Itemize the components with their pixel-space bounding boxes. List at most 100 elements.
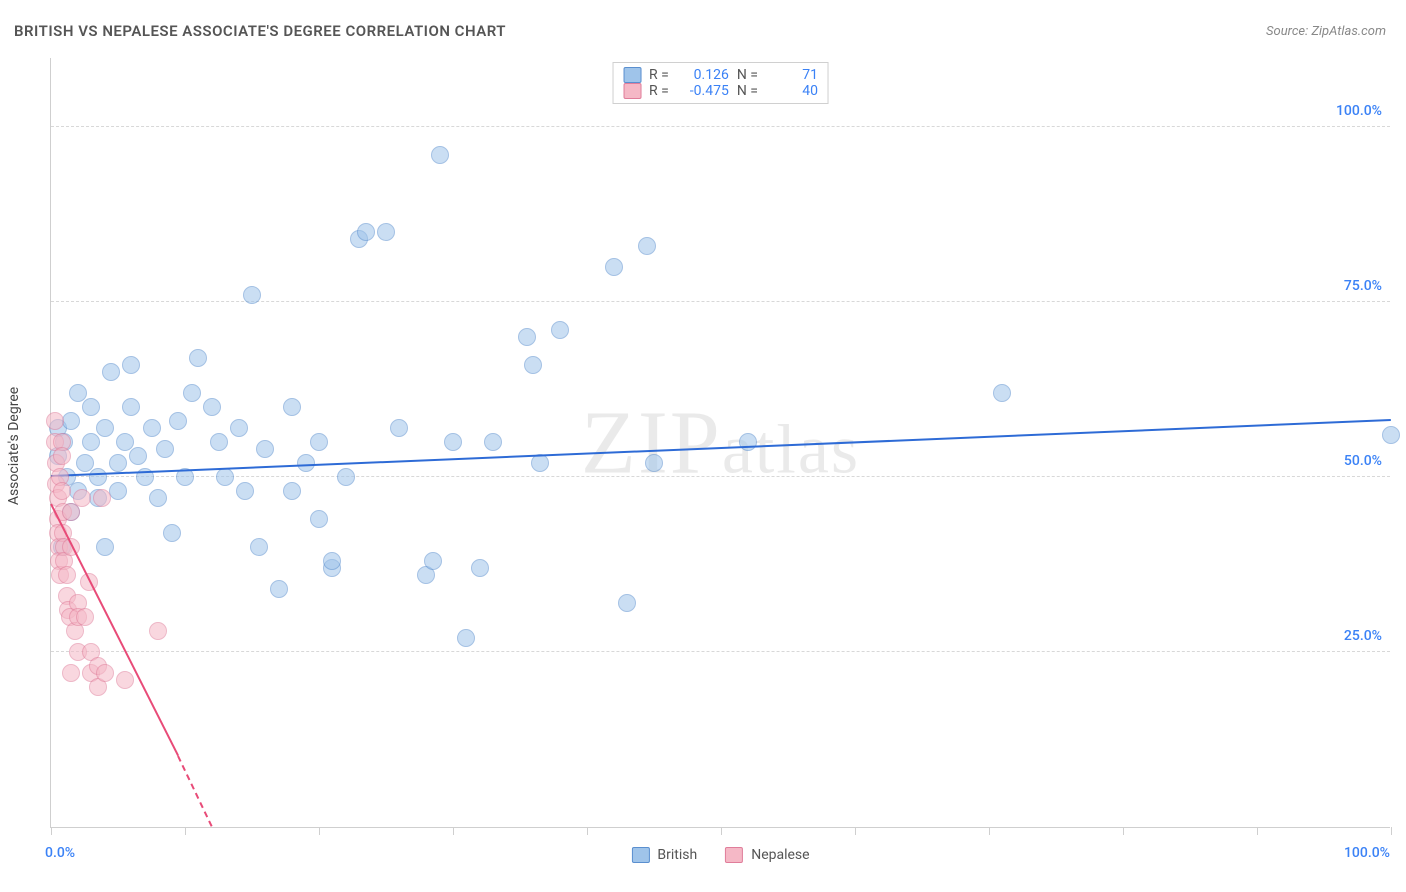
data-point (73, 489, 91, 507)
x-tick (1123, 827, 1124, 835)
data-point (283, 482, 301, 500)
data-point (1382, 426, 1400, 444)
data-point (645, 454, 663, 472)
series-legend-item: Nepalese (725, 847, 809, 863)
stat-r-label: R = (649, 83, 669, 99)
data-point (236, 482, 254, 500)
source-label: Source: (1266, 24, 1308, 39)
data-point (310, 510, 328, 528)
data-point (551, 321, 569, 339)
data-point (424, 552, 442, 570)
trend-line-extrapolated (177, 756, 212, 827)
data-point (337, 468, 355, 486)
gridline (51, 476, 1390, 477)
data-point (390, 419, 408, 437)
data-point (377, 223, 395, 241)
legend-swatch (725, 847, 743, 863)
x-tick (1391, 827, 1392, 835)
stats-legend-row: R =0.126N =71 (623, 67, 818, 83)
data-point (143, 419, 161, 437)
data-point (203, 398, 221, 416)
series-legend-label: British (657, 847, 697, 863)
legend-swatch (623, 83, 641, 99)
data-point (310, 433, 328, 451)
stat-n-label: N = (737, 67, 758, 83)
data-point (605, 258, 623, 276)
data-point (518, 328, 536, 346)
data-point (76, 608, 94, 626)
data-point (96, 664, 114, 682)
stats-legend-row: R =-0.475N =40 (623, 83, 818, 99)
y-tick-label: 75.0% (1344, 278, 1382, 294)
data-point (216, 468, 234, 486)
stats-legend: R =0.126N =71R =-0.475N =40 (612, 62, 829, 104)
data-point (250, 538, 268, 556)
data-point (270, 580, 288, 598)
data-point (256, 440, 274, 458)
x-tick (453, 827, 454, 835)
chart-title: BRITISH VS NEPALESE ASSOCIATE'S DEGREE C… (14, 22, 506, 40)
data-point (189, 349, 207, 367)
data-point (524, 356, 542, 374)
data-point (82, 433, 100, 451)
data-point (122, 398, 140, 416)
data-point (116, 433, 134, 451)
data-point (109, 454, 127, 472)
data-point (102, 363, 120, 381)
x-tick (319, 827, 320, 835)
data-point (116, 671, 134, 689)
data-point (53, 482, 71, 500)
data-point (129, 447, 147, 465)
data-point (149, 489, 167, 507)
data-point (638, 237, 656, 255)
data-point (122, 356, 140, 374)
data-point (243, 286, 261, 304)
x-max-label: 100.0% (1344, 845, 1390, 861)
data-point (96, 538, 114, 556)
data-point (739, 433, 757, 451)
x-tick (855, 827, 856, 835)
stat-n-label: N = (737, 83, 758, 99)
x-tick (989, 827, 990, 835)
data-point (283, 398, 301, 416)
data-point (46, 412, 64, 430)
data-point (69, 384, 87, 402)
data-point (323, 552, 341, 570)
x-tick (185, 827, 186, 835)
data-point (457, 629, 475, 647)
y-tick-label: 100.0% (1336, 103, 1382, 119)
data-point (149, 622, 167, 640)
data-point (169, 412, 187, 430)
y-tick-label: 25.0% (1344, 628, 1382, 644)
gridline (51, 126, 1390, 127)
data-point (444, 433, 462, 451)
data-point (96, 419, 114, 437)
x-tick (721, 827, 722, 835)
chart-container: BRITISH VS NEPALESE ASSOCIATE'S DEGREE C… (0, 0, 1406, 892)
stat-r-value: 0.126 (677, 67, 729, 83)
data-point (62, 412, 80, 430)
trend-line (51, 419, 1391, 477)
data-point (76, 454, 94, 472)
stat-r-value: -0.475 (677, 83, 729, 99)
data-point (156, 440, 174, 458)
data-point (89, 468, 107, 486)
data-point (163, 524, 181, 542)
data-point (618, 594, 636, 612)
y-tick-label: 50.0% (1344, 453, 1382, 469)
legend-swatch (623, 67, 641, 83)
data-point (230, 419, 248, 437)
data-point (297, 454, 315, 472)
source-attribution: Source: ZipAtlas.com (1266, 24, 1386, 39)
source-value: ZipAtlas.com (1311, 24, 1386, 39)
stat-n-value: 71 (766, 67, 818, 83)
x-tick (1257, 827, 1258, 835)
plot-area: ZIPatlas R =0.126N =71R =-0.475N =40 Bri… (50, 58, 1390, 828)
series-legend: British Nepalese (631, 847, 809, 863)
data-point (58, 566, 76, 584)
series-legend-item: British (631, 847, 697, 863)
x-tick (587, 827, 588, 835)
x-tick (51, 827, 52, 835)
data-point (431, 146, 449, 164)
data-point (471, 559, 489, 577)
